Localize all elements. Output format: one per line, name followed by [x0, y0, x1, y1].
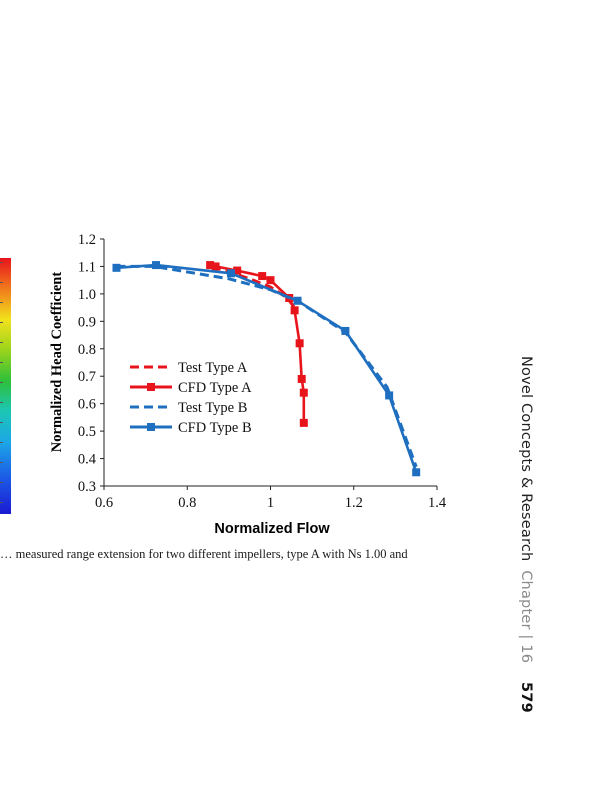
data-point-cfd-type-b — [341, 326, 350, 335]
page-number: 579 — [518, 681, 534, 713]
y-tick-label: 1.0 — [78, 287, 96, 303]
legend-label-cfd-type-b: CFD Type B — [178, 420, 252, 436]
data-point-cfd-type-a — [206, 261, 215, 270]
data-point-cfd-type-a — [295, 339, 304, 348]
data-point-cfd-type-a — [299, 388, 308, 397]
y-tick-label: 0.8 — [78, 342, 96, 358]
data-point-cfd-type-b — [385, 391, 394, 400]
x-tick-label: 0.8 — [178, 495, 196, 511]
x-axis-label: Normalized Flow — [214, 521, 330, 537]
y-tick-label: 0.4 — [78, 452, 97, 468]
x-tick-label: 1.4 — [428, 495, 447, 511]
data-point-cfd-type-a — [299, 418, 308, 427]
data-point-cfd-type-b — [412, 468, 421, 477]
y-tick-label: 0.7 — [78, 369, 96, 385]
legend-label-cfd-type-a: CFD Type A — [178, 380, 252, 396]
colorbar-ticks — [0, 262, 4, 510]
legend-marker-cfd-type-a — [147, 383, 155, 391]
x-tick-label: 1 — [267, 495, 274, 511]
book-title: Novel Concepts & Research — [518, 356, 534, 562]
data-point-cfd-type-a — [290, 306, 299, 315]
y-tick-label: 0.3 — [78, 479, 96, 495]
y-tick-label: 0.9 — [78, 314, 96, 330]
colorbar-legend — [0, 258, 11, 514]
data-point-cfd-type-b — [112, 263, 121, 272]
chart-series — [112, 261, 421, 477]
chart-axes: 0.3 0.4 0.5 0.6 0.7 0.8 0.9 1.0 1.1 1.2 0.6 0.8 1 1.2… — [78, 232, 447, 511]
running-head: Novel Concepts & Research Chapter | 16 5… — [518, 356, 534, 713]
y-tick-label: 1.1 — [78, 259, 96, 275]
x-tick-label: 1.2 — [345, 495, 363, 511]
data-point-cfd-type-b — [152, 261, 161, 270]
x-tick-label: 0.6 — [95, 495, 113, 511]
y-tick-label: 1.2 — [78, 232, 96, 248]
chart-legend: Test Type A CFD Type A Test Type B CFD Type… — [130, 360, 252, 436]
data-point-cfd-type-a — [297, 374, 306, 383]
data-point-cfd-type-b — [226, 269, 235, 278]
data-point-cfd-type-a — [258, 272, 267, 281]
head-flow-chart: 0.3 0.4 0.5 0.6 0.7 0.8 0.9 1.0 1.1 1.2 0.6 0.8 1 1.2… — [49, 232, 447, 537]
y-axis-label: Normalized Head Coefficient — [49, 272, 65, 453]
data-point-cfd-type-a — [211, 262, 220, 271]
legend-label-test-type-a: Test Type A — [178, 360, 248, 376]
data-point-cfd-type-b — [293, 296, 302, 305]
chapter-label: Chapter | 16 — [518, 570, 534, 664]
y-tick-label: 0.6 — [78, 397, 96, 413]
series-line-cfd-type-b — [116, 263, 418, 473]
legend-label-test-type-b: Test Type B — [178, 400, 247, 416]
y-tick-label: 0.5 — [78, 424, 96, 440]
data-point-cfd-type-a — [266, 276, 275, 285]
data-point-cfd-type-a — [233, 266, 242, 275]
legend-marker-cfd-type-b — [147, 423, 155, 431]
figure-caption: … measured range extension for two diffe… — [0, 547, 408, 561]
